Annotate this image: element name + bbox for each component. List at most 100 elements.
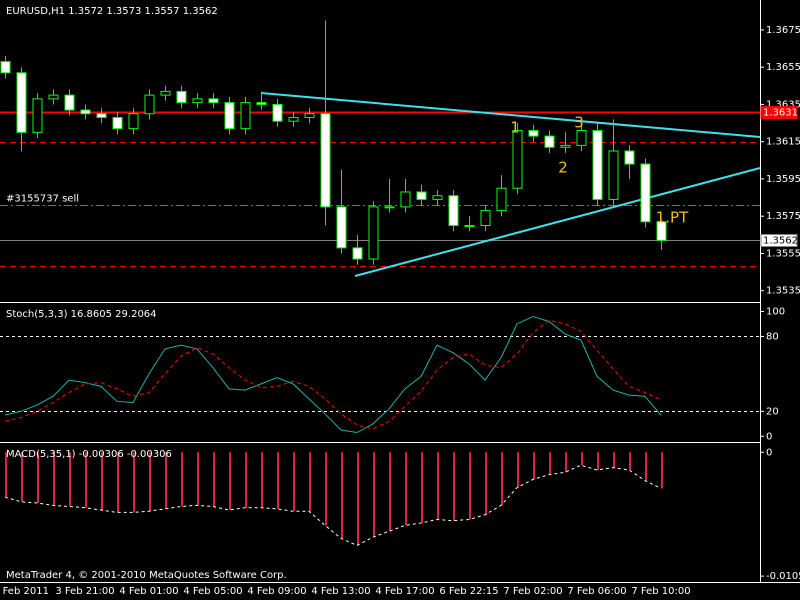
stoch-line (4, 315, 662, 434)
candle-body (16, 72, 27, 133)
macd-bar (293, 452, 295, 512)
candle-body (400, 191, 411, 208)
macd-bar (261, 452, 263, 508)
price-box (760, 106, 798, 119)
macd-bar (325, 452, 327, 526)
x-tick-label: 7 Feb 02:00 (503, 586, 562, 597)
x-tick-label: 3 Feb 21:00 (55, 586, 114, 597)
macd-bar (405, 452, 407, 526)
candle-body (432, 195, 443, 200)
macd-bar (597, 452, 599, 470)
y-tick-label: 80 (766, 331, 779, 342)
annotation: 3 (574, 114, 584, 132)
candle-body (512, 130, 523, 189)
marks: 1.3675 1.3655 1.3635 1.3615 1.3595 1.3575 1.35… (0, 20, 800, 597)
candle-body (288, 116, 299, 122)
candle-body (448, 195, 459, 226)
candle-body (48, 94, 59, 100)
levels: #3155737 sell (0, 111, 760, 267)
y-tick-label: 1.3655 (766, 62, 800, 73)
candle-body (336, 206, 347, 249)
candle-body (608, 150, 619, 200)
macd-bar (69, 452, 71, 507)
candle-body (80, 109, 91, 115)
macd-bar (165, 452, 167, 509)
x-tick-label: 4 Feb 13:00 (311, 586, 370, 597)
symbol-header: EURUSD,H1 1.3572 1.3573 1.3557 1.3562 (6, 6, 218, 17)
macd-bar (229, 452, 231, 511)
macd-bar (309, 452, 311, 512)
annotation: 2 (558, 159, 568, 177)
macd-bar (613, 452, 615, 468)
macd-bar (277, 452, 279, 509)
stoch-header: Stoch(5,3,3) 16.8605 29.2064 (6, 309, 157, 320)
macd-signal (4, 464, 662, 546)
y-tick-label: 1.3555 (766, 248, 800, 259)
price-box-label: 1.3631 (763, 108, 798, 119)
candle-body (208, 98, 219, 104)
macd-bar (485, 452, 487, 515)
y-tick-label: 1.3635 (766, 99, 800, 110)
macd-bar (357, 452, 359, 546)
x-tick-label: 4 Feb 17:00 (375, 586, 434, 597)
x-tick-label: 4 Feb 01:00 (119, 586, 178, 597)
candle-body (304, 113, 315, 118)
macd-bar (581, 452, 583, 466)
macd-bar (549, 452, 551, 475)
candle-body (352, 247, 363, 260)
macd-bar (149, 452, 151, 512)
candle-body (544, 135, 555, 148)
candle-body (384, 206, 395, 209)
macd-bar (133, 452, 135, 513)
y-tick-label: 1.3595 (766, 174, 800, 185)
macd-bar (389, 452, 391, 532)
candle-body (416, 191, 427, 200)
macd-bar (629, 452, 631, 470)
candle-body (464, 225, 475, 227)
y-tick-label: 1.3535 (766, 286, 800, 297)
macd-bar (245, 452, 247, 508)
candle-body (368, 206, 379, 260)
candle-body (256, 102, 267, 105)
candle-body (640, 163, 651, 223)
macd-bar (565, 452, 567, 473)
y-tick-label: 1.3675 (766, 25, 800, 36)
stoch-line (4, 319, 662, 430)
x-tick-label: 6 Feb 22:15 (439, 586, 498, 597)
macd-bar (469, 452, 471, 520)
macd-bar (21, 452, 23, 502)
candle-body (176, 90, 187, 104)
candle-body (240, 102, 251, 130)
candle-body (0, 61, 11, 74)
macd-bar (341, 452, 343, 539)
candle-body (320, 113, 331, 208)
candle-body (560, 144, 571, 148)
candle-body (144, 94, 155, 115)
trend-line (260, 92, 761, 138)
candle-body (656, 221, 667, 241)
y-tick-label: 1.3615 (766, 137, 800, 148)
y-tick-label: 100 (766, 306, 785, 317)
macd-bar (517, 452, 519, 488)
candle-body (224, 102, 235, 130)
macd-bar (501, 452, 503, 506)
candle-body (192, 98, 203, 104)
macd-bar (37, 452, 39, 503)
macd-bar (661, 452, 663, 489)
candle-body (160, 90, 171, 96)
macd-bar (85, 452, 87, 508)
macd-bar (213, 452, 215, 507)
x-tick-label: 7 Feb 06:00 (567, 586, 626, 597)
macd-bar (373, 452, 375, 538)
candle-body (96, 113, 107, 118)
macd-bar (5, 452, 7, 498)
price-box-label: 1.3562 (763, 236, 798, 247)
macd-bar (101, 452, 103, 511)
x-tick-label: 4 Feb 05:00 (183, 586, 242, 597)
x-tick-label: 3 Feb 2011 (0, 586, 49, 597)
y-tick-label: -0.0105 (766, 571, 800, 582)
macd-bar (197, 452, 199, 506)
candle-body (112, 116, 123, 130)
